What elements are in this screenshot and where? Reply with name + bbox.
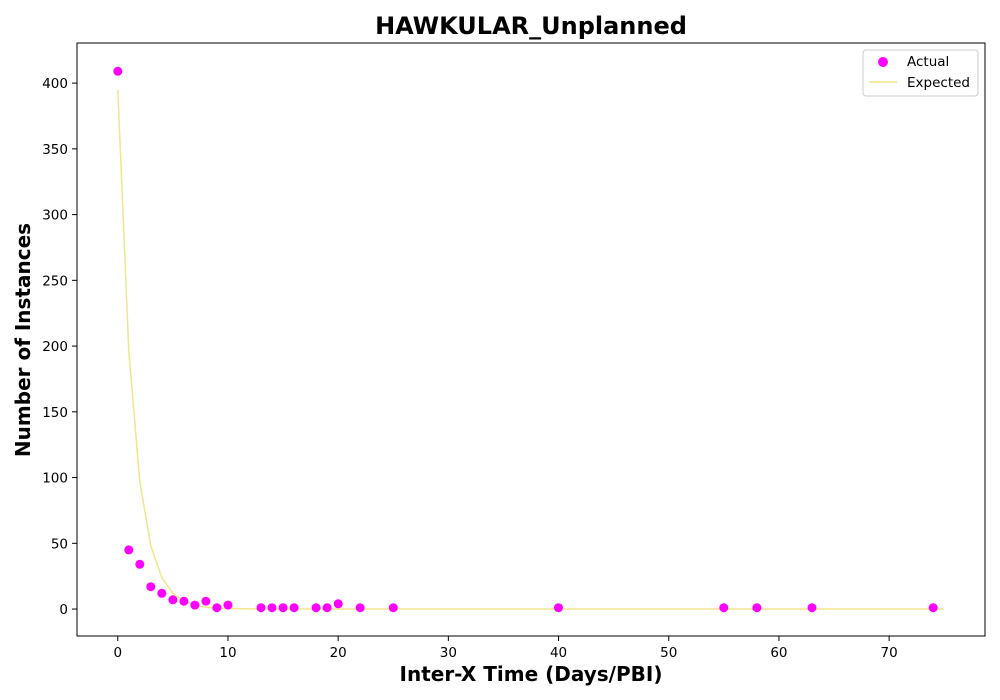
actual-point	[146, 582, 156, 592]
x-tick-label: 0	[113, 645, 122, 661]
expected-line	[117, 89, 945, 610]
x-tick-label: 50	[660, 645, 677, 661]
legend-box	[862, 49, 979, 97]
actual-point	[190, 600, 200, 610]
actual-point	[278, 603, 288, 613]
actual-point	[719, 603, 729, 613]
actual-point	[201, 596, 211, 606]
y-tick-label: 0	[59, 602, 68, 618]
actual-point	[333, 599, 343, 609]
x-axis: 0 10 20 30 40 50 60 70	[113, 636, 898, 661]
y-tick-label: 150	[42, 405, 68, 421]
x-tick-label: 10	[219, 645, 236, 661]
actual-point	[157, 588, 167, 598]
x-tick-label: 20	[330, 645, 347, 661]
y-tick-label: 200	[42, 339, 68, 355]
x-tick-label: 30	[440, 645, 457, 661]
y-tick-label: 50	[51, 536, 68, 552]
y-tick-label: 100	[42, 471, 68, 487]
y-tick-label: 250	[42, 273, 68, 289]
actual-point	[135, 559, 145, 569]
actual-point	[256, 603, 266, 613]
actual-point	[212, 603, 222, 613]
y-tick-label: 300	[42, 208, 68, 224]
actual-point	[807, 603, 817, 613]
actual-point	[179, 596, 189, 606]
legend-label-actual: Actual	[907, 54, 949, 70]
legend-marker-actual	[878, 57, 888, 67]
actual-point	[322, 603, 332, 613]
y-tick-label: 350	[42, 142, 68, 158]
plot-area	[76, 42, 986, 637]
y-axis-label: Number of Instances	[11, 223, 35, 457]
plot-series	[113, 66, 945, 613]
actual-point	[554, 603, 563, 613]
actual-point	[113, 66, 123, 76]
actual-point	[124, 545, 134, 555]
x-tick-label: 40	[550, 645, 567, 661]
actual-point	[752, 603, 762, 613]
x-tick-label: 60	[770, 645, 787, 661]
actual-point	[289, 603, 299, 613]
chart-title: HAWKULAR_Unplanned	[375, 12, 687, 40]
x-tick-label: 70	[881, 645, 898, 661]
y-axis: 0 50 100 150 200 250 300 350 400	[42, 76, 77, 618]
y-tick-label: 400	[42, 76, 68, 92]
actual-point	[223, 600, 233, 610]
actual-point	[311, 603, 321, 613]
legend-label-expected: Expected	[907, 75, 970, 91]
actual-point	[388, 603, 398, 613]
legend: Actual Expected	[862, 49, 979, 97]
actual-point	[267, 603, 277, 613]
actual-point	[928, 603, 938, 613]
x-axis-label: Inter-X Time (Days/PBI)	[400, 662, 663, 686]
actual-point	[355, 603, 365, 613]
actual-point	[168, 595, 178, 605]
